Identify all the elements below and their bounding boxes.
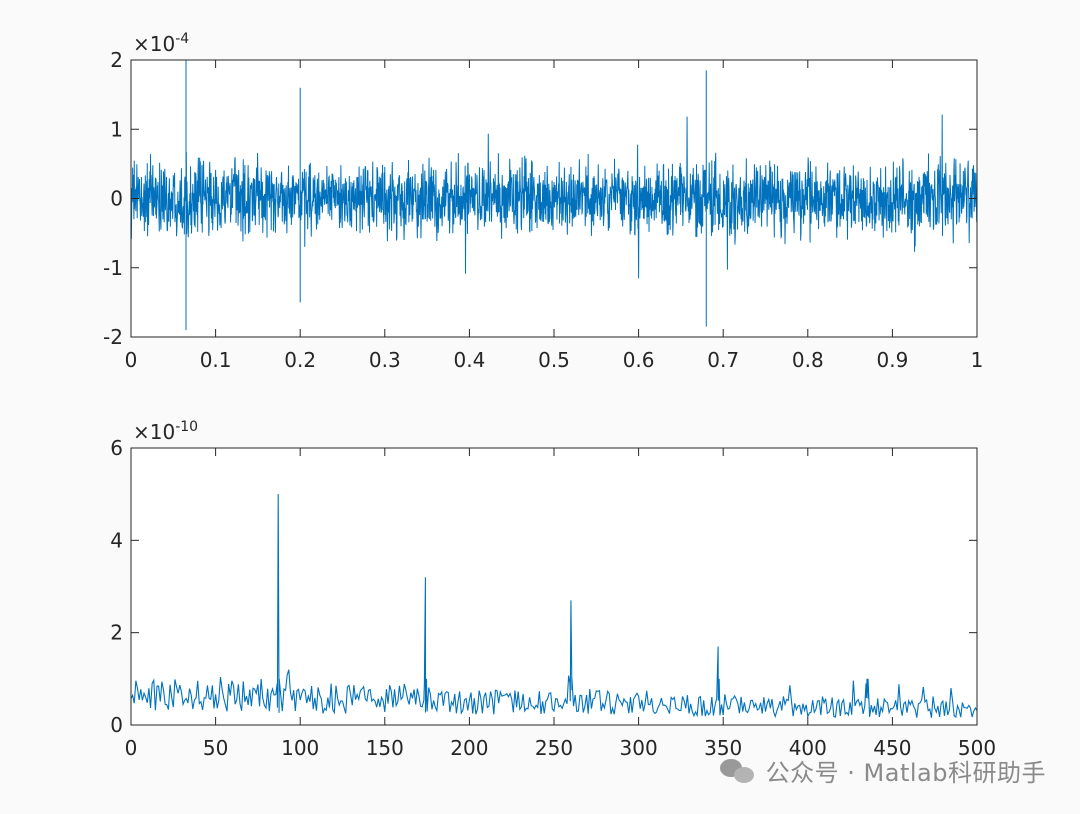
x-tick-label: 0.2 xyxy=(284,348,316,372)
plot-area-2 xyxy=(131,448,977,725)
x-tick-label: 500 xyxy=(958,736,996,760)
y-tick-label: 4 xyxy=(110,528,123,552)
x-tick-label: 0.7 xyxy=(707,348,739,372)
y-tick-label: 2 xyxy=(110,48,123,72)
x-tick-label: 0 xyxy=(125,348,138,372)
series-line-2 xyxy=(131,494,977,719)
x-tick-label: 150 xyxy=(366,736,404,760)
watermark: 公众号 · Matlab科研助手 xyxy=(719,753,1046,788)
x-tick-label: 0.8 xyxy=(792,348,824,372)
x-tick-label: 0 xyxy=(125,736,138,760)
x-tick-label: 250 xyxy=(535,736,573,760)
x-tick-label: 0.9 xyxy=(876,348,908,372)
series-line-1 xyxy=(131,60,977,331)
x-tick-label: 0.6 xyxy=(623,348,655,372)
x-tick-label: 0.3 xyxy=(369,348,401,372)
y-tick-label: 6 xyxy=(110,436,123,460)
y-tick-label: 0 xyxy=(110,187,123,211)
x-tick-label: 100 xyxy=(281,736,319,760)
x-tick-label: 50 xyxy=(203,736,228,760)
x-tick-label: 400 xyxy=(789,736,827,760)
x-tick-label: 200 xyxy=(450,736,488,760)
y-tick-label: 0 xyxy=(110,713,123,737)
x-tick-label: 450 xyxy=(873,736,911,760)
wechat-icon xyxy=(719,757,756,785)
x-tick-label: 0.4 xyxy=(453,348,485,372)
watermark-text: 公众号 · Matlab科研助手 xyxy=(765,759,1046,787)
exponent-label-1: ×10-4 xyxy=(133,31,189,56)
y-tick-label: 2 xyxy=(110,621,123,645)
y-tick-label: -1 xyxy=(103,256,123,280)
exponent-label-2: ×10-10 xyxy=(133,419,198,444)
x-tick-label: 1 xyxy=(971,348,984,372)
x-tick-label: 0.5 xyxy=(538,348,570,372)
y-tick-label: -2 xyxy=(103,325,123,349)
x-tick-label: 300 xyxy=(620,736,658,760)
x-tick-label: 350 xyxy=(704,736,742,760)
x-tick-label: 0.1 xyxy=(200,348,232,372)
y-tick-label: 1 xyxy=(110,117,123,141)
